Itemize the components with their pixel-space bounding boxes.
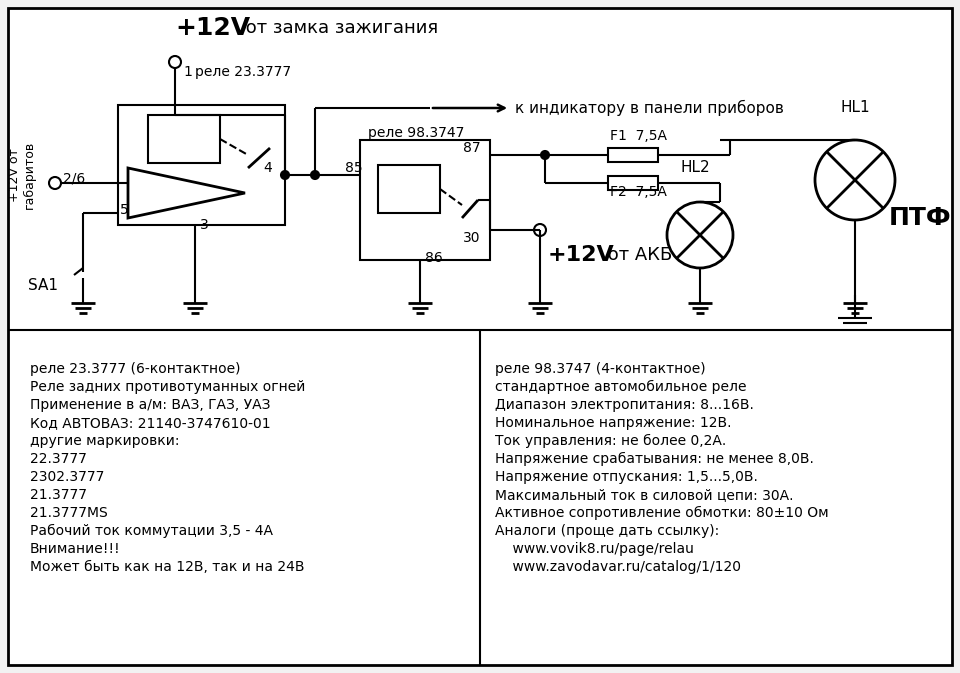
Circle shape [281, 171, 289, 179]
Text: реле 23.3777 (6-контактное): реле 23.3777 (6-контактное) [30, 362, 241, 376]
Bar [148, 115, 220, 163]
Bar [118, 105, 285, 225]
Text: 86: 86 [425, 251, 443, 265]
Text: 2/6: 2/6 [63, 171, 85, 185]
Bar [608, 148, 658, 162]
Text: Напряжение отпускания: 1,5...5,0В.: Напряжение отпускания: 1,5...5,0В. [495, 470, 757, 484]
Text: HL1: HL1 [840, 100, 870, 116]
Text: реле 98.3747 (4-контактное): реле 98.3747 (4-контактное) [495, 362, 706, 376]
Text: Аналоги (проще дать ссылку):: Аналоги (проще дать ссылку): [495, 524, 719, 538]
Text: +12V: +12V [548, 245, 614, 265]
Text: +12V: +12V [175, 16, 251, 40]
Text: 30: 30 [463, 231, 480, 245]
Text: Номинальное напряжение: 12В.: Номинальное напряжение: 12В. [495, 416, 732, 430]
Text: 21.3777: 21.3777 [30, 488, 87, 502]
Text: 3: 3 [200, 218, 208, 232]
Text: другие маркировки:: другие маркировки: [30, 434, 180, 448]
Text: Применение в а/м: ВАЗ, ГАЗ, УАЗ: Применение в а/м: ВАЗ, ГАЗ, УАЗ [30, 398, 271, 412]
Text: Рабочий ток коммутации 3,5 - 4А: Рабочий ток коммутации 3,5 - 4А [30, 524, 273, 538]
Text: ПТФ: ПТФ [889, 206, 951, 230]
Circle shape [667, 202, 733, 268]
Bar [360, 140, 490, 260]
Text: SA1: SA1 [28, 277, 58, 293]
Text: 5: 5 [120, 203, 129, 217]
Text: F2  7,5A: F2 7,5A [610, 185, 667, 199]
Text: 22.3777: 22.3777 [30, 452, 86, 466]
Text: Ток управления: не более 0,2А.: Ток управления: не более 0,2А. [495, 434, 727, 448]
Text: к индикатору в панели приборов: к индикатору в панели приборов [515, 100, 784, 116]
Text: +12V от
габаритов: +12V от габаритов [8, 141, 36, 209]
Polygon shape [128, 168, 245, 218]
Text: Максимальный ток в силовой цепи: 30А.: Максимальный ток в силовой цепи: 30А. [495, 488, 794, 502]
Text: F1  7,5A: F1 7,5A [610, 129, 667, 143]
Text: 2302.3777: 2302.3777 [30, 470, 105, 484]
Text: Реле задних противотуманных огней: Реле задних противотуманных огней [30, 380, 305, 394]
Text: реле 23.3777: реле 23.3777 [195, 65, 291, 79]
Circle shape [541, 151, 549, 159]
Circle shape [534, 224, 546, 236]
Bar [608, 176, 658, 190]
Text: HL2: HL2 [680, 160, 709, 176]
Text: 87: 87 [464, 141, 481, 155]
Text: 1: 1 [183, 65, 192, 79]
Circle shape [49, 177, 61, 189]
Text: Диапазон электропитания: 8...16В.: Диапазон электропитания: 8...16В. [495, 398, 754, 412]
Text: www.vovik8.ru/page/relau: www.vovik8.ru/page/relau [495, 542, 694, 556]
Text: www.zavodavar.ru/catalog/1/120: www.zavodavar.ru/catalog/1/120 [495, 560, 741, 574]
Circle shape [169, 56, 181, 68]
Text: от АКБ: от АКБ [602, 246, 672, 264]
Circle shape [311, 171, 319, 179]
Circle shape [815, 140, 895, 220]
Bar [378, 165, 440, 213]
Text: Может быть как на 12В, так и на 24В: Может быть как на 12В, так и на 24В [30, 560, 304, 574]
Text: 4: 4 [263, 161, 272, 175]
Text: 85: 85 [345, 161, 363, 175]
Text: Код АВТОВАЗ: 21140-3747610-01: Код АВТОВАЗ: 21140-3747610-01 [30, 416, 271, 430]
Text: от замка зажигания: от замка зажигания [240, 19, 438, 37]
Text: 21.3777MS: 21.3777MS [30, 506, 108, 520]
Text: реле 98.3747: реле 98.3747 [368, 126, 465, 140]
Text: Активное сопротивление обмотки: 80±10 Ом: Активное сопротивление обмотки: 80±10 Ом [495, 506, 828, 520]
Text: Внимание!!!: Внимание!!! [30, 542, 121, 556]
Text: стандартное автомобильное реле: стандартное автомобильное реле [495, 380, 747, 394]
Text: Напряжение срабатывания: не менее 8,0В.: Напряжение срабатывания: не менее 8,0В. [495, 452, 814, 466]
